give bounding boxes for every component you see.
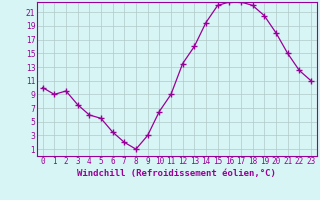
X-axis label: Windchill (Refroidissement éolien,°C): Windchill (Refroidissement éolien,°C) [77,169,276,178]
